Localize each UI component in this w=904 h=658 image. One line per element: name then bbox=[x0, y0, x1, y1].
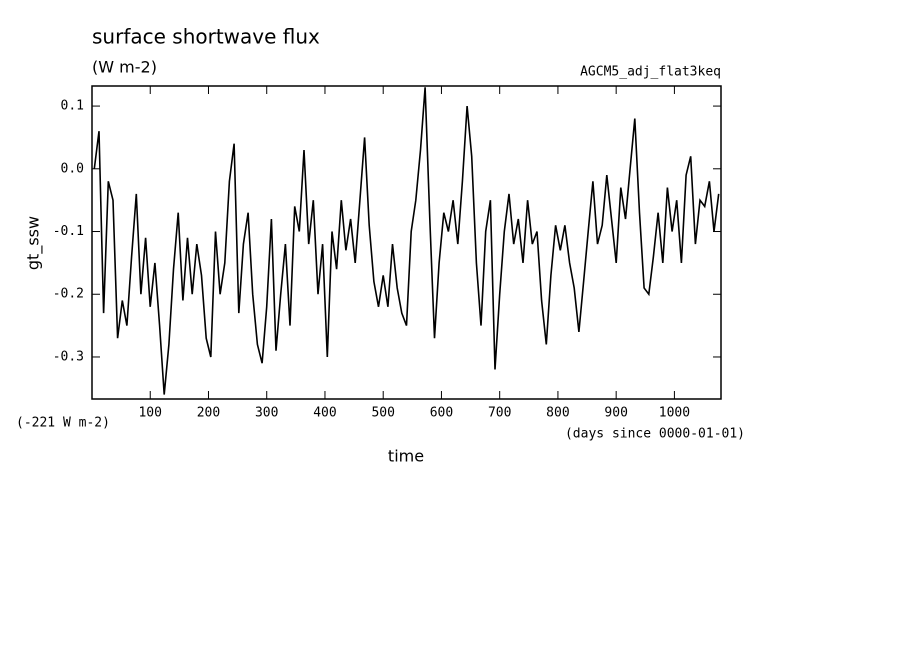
offset-note: (-221 W m-2) bbox=[16, 416, 110, 431]
y-tick-label: -0.1 bbox=[53, 224, 84, 239]
y-tick-label: -0.2 bbox=[53, 287, 84, 302]
x-tick-label: 300 bbox=[255, 406, 278, 421]
x-tick-label: 200 bbox=[197, 406, 220, 421]
series-line bbox=[93, 87, 720, 395]
x-tick-label: 400 bbox=[313, 406, 336, 421]
x-tick-label: 100 bbox=[138, 406, 161, 421]
x-axis-title: time bbox=[388, 447, 424, 466]
x-tick-label: 500 bbox=[371, 406, 394, 421]
chart-title: surface shortwave flux bbox=[92, 25, 320, 49]
y-axis-title: gt_ssw bbox=[24, 216, 44, 270]
x-tick-label: 800 bbox=[546, 406, 569, 421]
x-tick-label: 600 bbox=[430, 406, 453, 421]
x-tick-label: 900 bbox=[604, 406, 627, 421]
y-tick-label: -0.3 bbox=[53, 349, 84, 364]
x-unit: (days since 0000-01-01) bbox=[565, 427, 745, 442]
x-tick-label: 1000 bbox=[659, 406, 690, 421]
y-tick-label: 0.1 bbox=[61, 99, 84, 114]
plot-frame bbox=[91, 85, 722, 400]
x-tick-label: 700 bbox=[488, 406, 511, 421]
run-name: AGCM5_adj_flat3keq bbox=[580, 65, 721, 80]
y-tick-label: 0.0 bbox=[61, 161, 84, 176]
chart-subtitle: (W m-2) bbox=[92, 58, 157, 77]
